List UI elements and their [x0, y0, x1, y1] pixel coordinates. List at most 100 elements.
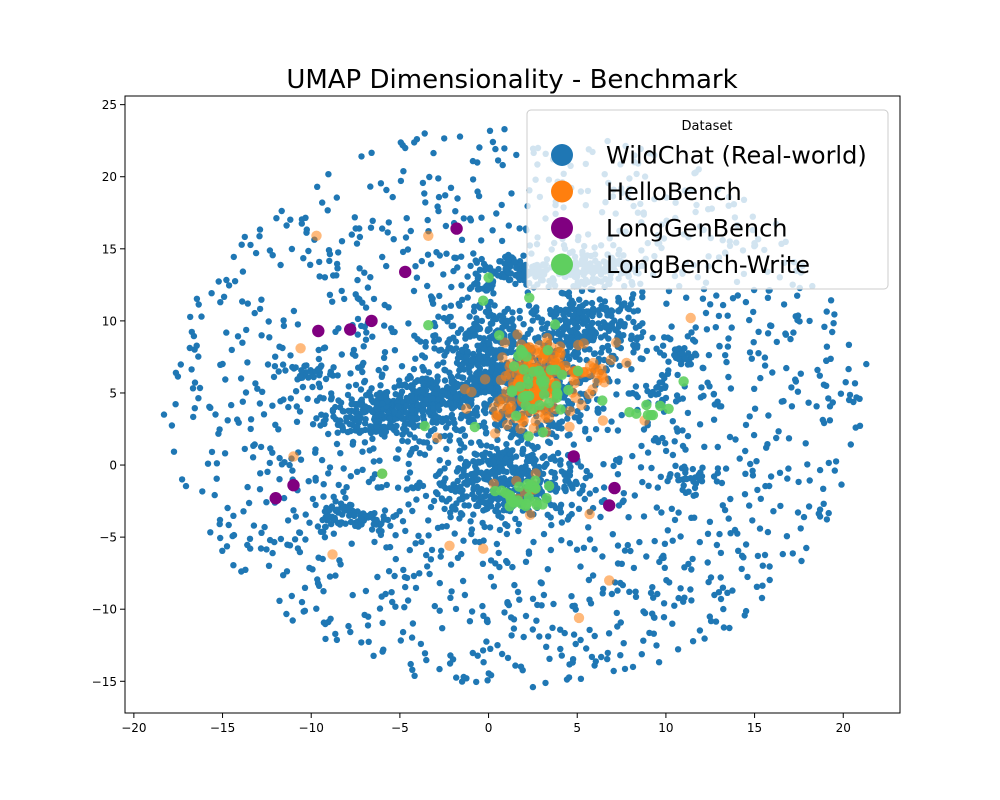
data-point: [381, 507, 389, 514]
data-point: [557, 509, 565, 516]
data-point: [310, 373, 317, 381]
data-point: [372, 428, 380, 435]
data-point: [287, 352, 294, 359]
x-axis: −20 −15 −10 −5 0 5 10 15 20: [121, 713, 851, 735]
data-point: [377, 468, 388, 479]
data-point: [276, 597, 283, 604]
y-tick-label: 20: [102, 170, 117, 184]
data-point: [488, 443, 495, 451]
data-point: [247, 241, 254, 249]
data-point: [321, 534, 329, 541]
data-point: [361, 611, 368, 619]
data-point: [551, 314, 558, 321]
data-point: [243, 326, 250, 334]
data-point: [327, 371, 334, 378]
data-point: [516, 225, 523, 232]
data-point: [558, 537, 565, 544]
data-point: [383, 262, 390, 270]
data-point: [524, 454, 532, 461]
data-point: [366, 389, 373, 396]
data-point: [333, 440, 341, 448]
data-point: [507, 385, 518, 396]
data-point: [742, 470, 749, 477]
data-point: [357, 521, 364, 528]
data-point: [367, 224, 375, 231]
data-point: [304, 395, 311, 402]
data-point: [586, 626, 593, 634]
data-point: [544, 566, 551, 573]
data-point: [450, 388, 458, 396]
data-point: [527, 326, 534, 333]
data-point: [435, 193, 443, 201]
data-point: [646, 629, 653, 637]
data-point: [362, 416, 369, 423]
data-point: [773, 338, 780, 346]
data-point: [325, 470, 332, 477]
data-point: [420, 366, 427, 373]
data-point: [547, 306, 554, 314]
data-point: [423, 656, 430, 664]
data-point: [566, 460, 573, 467]
data-point: [533, 365, 545, 376]
data-point: [370, 520, 377, 528]
data-point: [177, 361, 184, 368]
data-point: [393, 428, 400, 436]
data-point: [639, 320, 646, 327]
data-point: [507, 450, 514, 457]
data-point: [449, 503, 456, 510]
data-point: [207, 404, 214, 411]
data-point: [256, 233, 263, 240]
data-point: [630, 318, 637, 326]
data-point: [336, 417, 344, 424]
data-point: [562, 477, 569, 484]
data-point: [337, 450, 344, 457]
data-point: [493, 362, 500, 369]
data-point: [655, 659, 663, 666]
data-point: [566, 540, 574, 547]
data-point: [585, 524, 592, 531]
data-point: [397, 177, 405, 185]
data-point: [254, 385, 261, 392]
data-point: [573, 546, 581, 553]
data-point: [621, 665, 629, 673]
data-point: [264, 468, 271, 475]
data-point: [353, 468, 361, 475]
data-point: [219, 360, 226, 368]
data-point: [347, 473, 354, 480]
data-point: [604, 575, 615, 586]
data-point: [438, 496, 446, 503]
data-point: [766, 482, 773, 490]
data-point: [364, 284, 372, 291]
data-point: [600, 405, 607, 412]
data-point: [449, 322, 457, 329]
data-point: [672, 462, 679, 469]
data-point: [675, 509, 682, 516]
data-point: [260, 411, 268, 418]
data-point: [359, 299, 366, 306]
data-point: [275, 426, 282, 433]
data-point: [508, 190, 515, 197]
data-point: [776, 469, 784, 476]
data-point: [406, 431, 414, 438]
data-point: [693, 352, 700, 359]
data-point: [499, 161, 506, 169]
data-point: [689, 638, 697, 645]
data-point: [579, 487, 586, 494]
data-point: [695, 471, 702, 479]
data-point: [319, 199, 326, 206]
data-point: [392, 532, 399, 539]
data-point: [640, 637, 647, 644]
data-point: [600, 461, 607, 468]
data-point: [577, 675, 585, 682]
data-point: [217, 299, 224, 306]
data-point: [587, 600, 595, 607]
data-point: [710, 473, 718, 480]
data-point: [600, 319, 607, 326]
data-point: [250, 522, 258, 529]
legend-label: LongBench-Write: [606, 251, 810, 279]
data-point: [224, 504, 231, 512]
data-point: [468, 284, 475, 291]
data-point: [636, 538, 643, 546]
data-point: [500, 449, 507, 456]
data-point: [223, 543, 231, 550]
